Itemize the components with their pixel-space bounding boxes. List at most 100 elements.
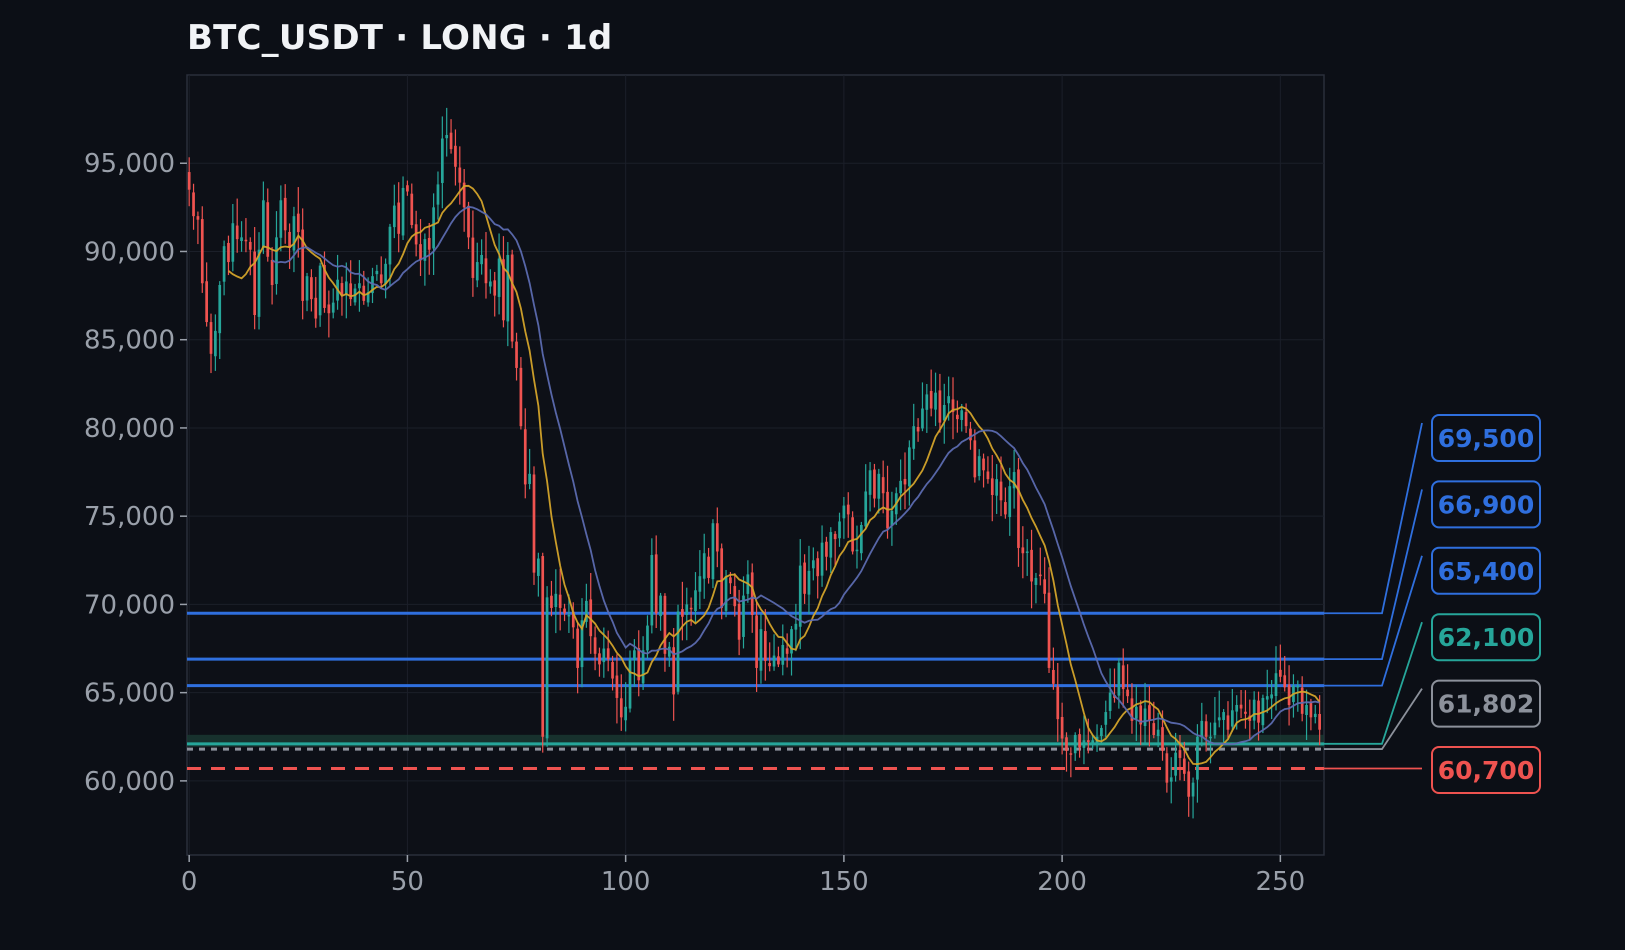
candle-body	[275, 237, 278, 284]
candle-body	[388, 226, 392, 265]
candle-body	[1078, 734, 1081, 748]
candle-body	[1017, 469, 1020, 548]
candle-body	[711, 523, 715, 580]
candle-body	[392, 205, 396, 228]
candle-body	[358, 283, 361, 289]
candle-body	[689, 607, 693, 610]
candle-body	[842, 505, 846, 519]
level-connector	[1324, 688, 1423, 750]
candle-body	[864, 491, 868, 527]
candle-body	[707, 556, 710, 578]
candle-body	[262, 200, 265, 248]
candle-body	[209, 322, 213, 354]
candle-body	[235, 225, 239, 240]
candle-body	[310, 277, 313, 300]
candle-body	[759, 629, 763, 671]
candle-body	[960, 410, 964, 420]
candle-body	[916, 426, 920, 432]
candle-body	[1196, 736, 1199, 780]
candle-body	[606, 648, 610, 660]
candle-body	[440, 138, 444, 183]
candle-body	[331, 302, 335, 313]
candle-body	[1025, 551, 1029, 553]
candle-body	[205, 281, 208, 323]
candle-body	[585, 600, 588, 622]
candle-body	[942, 405, 946, 421]
candle-body	[427, 237, 431, 250]
y-axis: 60,000 65,000 70,000 75,000 80,000 85,000 90,0…	[84, 149, 187, 797]
candle-body	[248, 241, 252, 250]
candle-body	[567, 615, 571, 617]
candle-body	[1060, 716, 1064, 739]
candle-body	[1082, 740, 1086, 748]
candle-body	[401, 187, 405, 236]
candle-body	[912, 426, 916, 449]
candle-body	[785, 648, 789, 654]
candle-body	[921, 408, 924, 429]
candle-body	[1230, 710, 1234, 727]
candle-body	[1143, 708, 1147, 726]
candle-body	[990, 478, 994, 495]
candle-body	[698, 576, 702, 592]
level-tag-label: 65,400	[1438, 557, 1534, 586]
y-tick-label: 65,000	[84, 679, 175, 709]
level-connector	[1324, 555, 1423, 687]
candle-body	[1117, 662, 1121, 696]
candle-body	[458, 167, 462, 183]
level-connector	[1324, 422, 1423, 615]
candle-body	[1200, 720, 1204, 738]
candle-body	[231, 223, 235, 262]
candle-body	[1169, 777, 1173, 782]
candle-body	[659, 595, 662, 617]
candle-body	[449, 132, 453, 150]
candle-body	[506, 255, 510, 322]
candle-body	[829, 532, 833, 558]
candle-body	[977, 456, 981, 477]
candle-body	[366, 292, 370, 303]
candle-body	[214, 330, 217, 357]
candle-body	[1296, 685, 1300, 688]
x-tick-label: 250	[1256, 867, 1306, 897]
candle-body	[798, 565, 802, 627]
candle-body	[554, 593, 558, 608]
candle-body	[646, 625, 649, 651]
candle-body	[750, 572, 754, 615]
candle-body	[1104, 712, 1108, 725]
candle-body	[681, 609, 684, 617]
candle-body	[1209, 736, 1212, 739]
candle-body	[672, 647, 676, 695]
candle-body	[1008, 486, 1012, 518]
candle-body	[240, 237, 243, 242]
candle-body	[602, 648, 606, 663]
candle-body	[956, 414, 959, 420]
candle-body	[694, 590, 697, 612]
candle-body	[362, 285, 366, 301]
candle-body	[650, 555, 654, 626]
candle-body	[270, 259, 274, 285]
level-tag-label: 60,700	[1438, 756, 1534, 785]
candle-body	[724, 576, 728, 611]
candle-body	[1252, 699, 1256, 721]
candle-body	[615, 675, 619, 698]
candle-body	[1148, 705, 1151, 721]
candle-body	[1283, 675, 1287, 688]
level-connector	[1324, 489, 1423, 661]
x-tick-label: 100	[601, 867, 651, 897]
candle-body	[929, 390, 933, 409]
candle-body	[301, 229, 305, 301]
candle-body	[379, 274, 383, 284]
candle-body	[925, 394, 929, 410]
candle-body	[423, 239, 427, 261]
candle-body	[1021, 547, 1025, 554]
candle-body	[947, 396, 950, 404]
candle-body	[580, 620, 584, 668]
candle-body	[410, 193, 414, 225]
y-tick-label: 80,000	[84, 414, 175, 444]
candle-body	[1065, 737, 1068, 751]
candle-body	[820, 542, 824, 576]
candle-body	[558, 594, 562, 608]
candle-body	[462, 182, 466, 208]
candle-body	[200, 219, 204, 284]
candle-body	[1069, 753, 1073, 755]
